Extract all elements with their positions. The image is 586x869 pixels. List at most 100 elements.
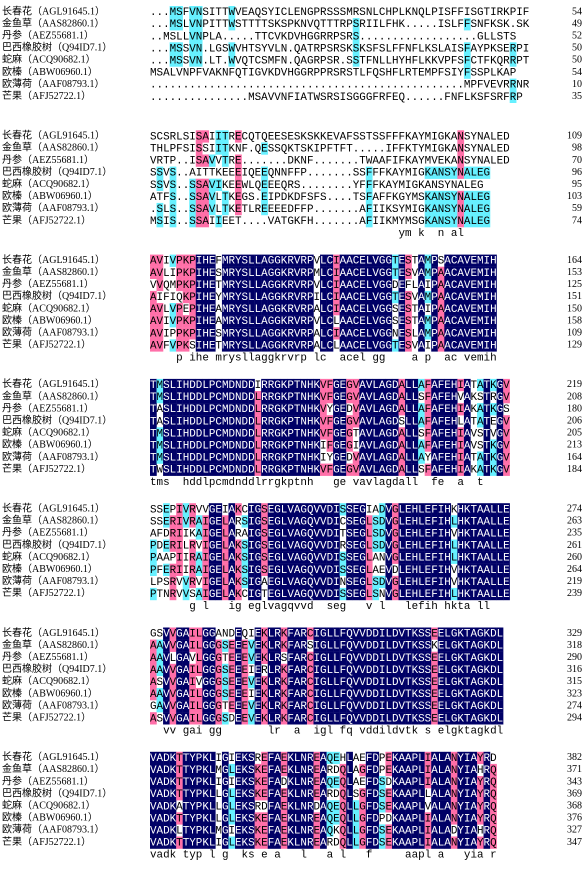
residue-highlight <box>287 627 295 640</box>
residue-highlight <box>450 378 458 392</box>
residue-highlight <box>208 788 216 801</box>
residue-highlight <box>418 751 425 765</box>
residue-highlight <box>169 315 177 328</box>
residue-highlight <box>221 776 229 789</box>
sequence-row: PFERIIRAIGELAKSIGSEGLVAGQVVDISSEGLAEVDLE… <box>150 565 510 577</box>
residue-highlight <box>378 339 386 352</box>
residue-highlight <box>359 278 367 292</box>
residue-highlight <box>221 130 229 143</box>
residue-highlight <box>195 130 203 143</box>
sequence-row: ASVVGAIVGGGSEEEVEKLRKFARCIGLLFQVVDDILDVT… <box>150 677 503 689</box>
residue-highlight <box>254 651 262 664</box>
residue-highlight <box>444 463 452 476</box>
residue-highlight <box>163 788 170 801</box>
residue-highlight <box>208 254 216 267</box>
residue-count: 103 <box>567 191 582 202</box>
residue-highlight <box>385 266 393 279</box>
residue-highlight <box>437 627 445 640</box>
residue-highlight <box>274 700 281 713</box>
residue-highlight <box>150 315 157 328</box>
residue-highlight <box>326 551 334 564</box>
residue-highlight <box>398 427 406 440</box>
residue-highlight <box>274 539 281 552</box>
residue-highlight <box>490 639 497 652</box>
residue-highlight <box>182 824 190 837</box>
residue-highlight <box>477 215 484 228</box>
residue-highlight <box>182 427 190 440</box>
residue-highlight <box>509 54 517 67</box>
residue-highlight <box>261 812 268 825</box>
residue-highlight <box>306 415 314 428</box>
residue-highlight <box>378 415 386 428</box>
species-label: 金鱼草（AAS82860.1） <box>2 514 105 527</box>
residue-highlight <box>411 776 419 789</box>
residue-highlight <box>372 751 380 765</box>
residue-highlight <box>398 403 406 416</box>
residue-highlight <box>150 812 157 825</box>
residue-highlight <box>248 587 255 601</box>
residue-highlight <box>254 627 262 640</box>
residue-highlight <box>352 463 360 476</box>
residue-highlight <box>372 290 380 304</box>
residue-highlight <box>450 278 458 292</box>
residue-highlight <box>267 712 275 725</box>
residue-highlight <box>254 788 262 801</box>
residue-highlight <box>267 675 275 689</box>
residue-highlight <box>235 439 242 452</box>
residue-highlight <box>411 515 419 528</box>
residue-highlight <box>267 639 275 652</box>
residue-highlight <box>418 266 425 279</box>
residue-count: 315 <box>567 676 582 687</box>
residue-highlight <box>202 751 210 765</box>
residue-highlight <box>320 403 327 416</box>
residue-highlight <box>189 700 196 713</box>
residue-highlight <box>320 503 327 516</box>
residue-highlight <box>195 215 203 228</box>
residue-highlight <box>261 503 268 516</box>
residue-highlight <box>261 266 268 279</box>
residue-highlight <box>326 587 334 601</box>
residue-highlight <box>287 503 295 516</box>
residue-highlight <box>313 639 321 652</box>
residue-highlight <box>221 551 229 564</box>
residue-highlight <box>477 836 484 849</box>
residue-highlight <box>372 339 380 352</box>
residue-highlight <box>261 315 268 328</box>
residue-highlight <box>300 303 308 316</box>
residue-highlight <box>496 587 504 601</box>
residue-highlight <box>274 712 281 725</box>
residue-highlight <box>261 178 268 191</box>
residue-highlight <box>248 503 255 516</box>
residue-highlight <box>182 415 190 428</box>
residue-highlight <box>235 812 242 825</box>
residue-highlight <box>365 527 373 540</box>
residue-highlight <box>221 539 229 552</box>
residue-highlight <box>208 812 216 825</box>
residue-highlight <box>333 327 340 340</box>
residue-highlight <box>150 463 157 476</box>
residue-highlight <box>287 675 295 689</box>
residue-highlight <box>391 800 399 813</box>
residue-highlight <box>483 563 491 576</box>
residue-highlight <box>405 776 412 789</box>
residue-highlight <box>306 303 314 316</box>
residue-highlight <box>320 575 327 589</box>
residue-highlight <box>189 751 196 765</box>
residue-highlight <box>490 712 497 725</box>
residue-highlight <box>241 763 249 777</box>
residue-highlight <box>346 339 353 352</box>
residue-highlight <box>391 639 399 652</box>
residue-highlight <box>437 700 445 713</box>
residue-highlight <box>444 712 452 725</box>
residue-highlight <box>385 278 393 292</box>
residue-highlight <box>156 836 164 849</box>
residue-highlight <box>182 315 190 328</box>
residue-highlight <box>202 800 210 813</box>
residue-highlight <box>235 824 242 837</box>
residue-highlight <box>228 451 236 464</box>
residue-highlight <box>274 651 281 664</box>
residue-highlight <box>156 202 164 216</box>
residue-highlight <box>463 166 471 179</box>
residue-highlight <box>195 776 203 789</box>
residue-highlight <box>176 539 183 552</box>
